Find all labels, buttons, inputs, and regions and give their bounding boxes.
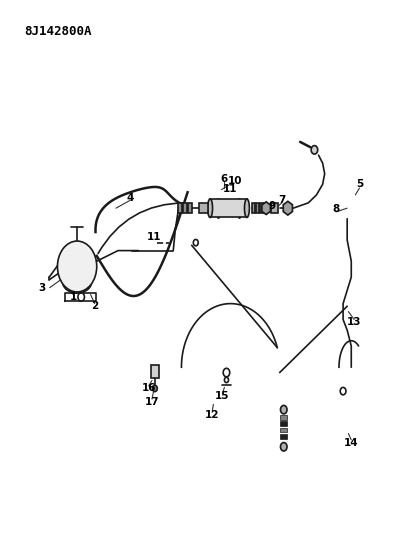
Text: 6: 6 — [221, 174, 228, 184]
Text: 5: 5 — [356, 179, 363, 189]
Text: 11: 11 — [146, 232, 161, 243]
Bar — [151, 365, 159, 378]
Bar — [183, 203, 187, 214]
Text: 15: 15 — [215, 391, 229, 401]
Text: 1: 1 — [69, 292, 77, 302]
Bar — [256, 204, 259, 213]
Text: 7: 7 — [278, 195, 286, 205]
Text: 9: 9 — [269, 200, 276, 211]
Text: 4: 4 — [126, 192, 134, 203]
Bar — [252, 204, 255, 213]
Bar — [271, 203, 278, 214]
Bar — [281, 434, 287, 439]
Bar — [260, 204, 263, 213]
Text: 2: 2 — [91, 301, 98, 311]
Text: 13: 13 — [347, 317, 361, 327]
Bar — [187, 203, 192, 214]
Text: 12: 12 — [205, 410, 219, 420]
Bar — [210, 199, 247, 217]
Text: 8: 8 — [332, 204, 340, 214]
Text: 8J142800A: 8J142800A — [24, 25, 91, 38]
Bar — [281, 421, 287, 426]
Text: 14: 14 — [344, 438, 358, 448]
Text: 17: 17 — [145, 397, 159, 407]
Ellipse shape — [208, 199, 213, 217]
Circle shape — [281, 406, 287, 414]
Bar — [281, 427, 287, 432]
Text: 16: 16 — [141, 383, 156, 393]
Text: 10: 10 — [228, 175, 243, 185]
Ellipse shape — [244, 199, 249, 217]
Bar — [264, 204, 267, 213]
Circle shape — [57, 241, 97, 292]
Circle shape — [152, 385, 157, 392]
Circle shape — [340, 387, 346, 395]
Bar — [281, 415, 287, 419]
Text: 11: 11 — [222, 184, 237, 194]
Bar — [199, 203, 208, 214]
Circle shape — [193, 239, 198, 246]
Circle shape — [281, 442, 287, 451]
Circle shape — [311, 146, 318, 154]
Ellipse shape — [63, 272, 91, 293]
Text: 3: 3 — [38, 282, 45, 293]
Bar — [178, 203, 182, 214]
